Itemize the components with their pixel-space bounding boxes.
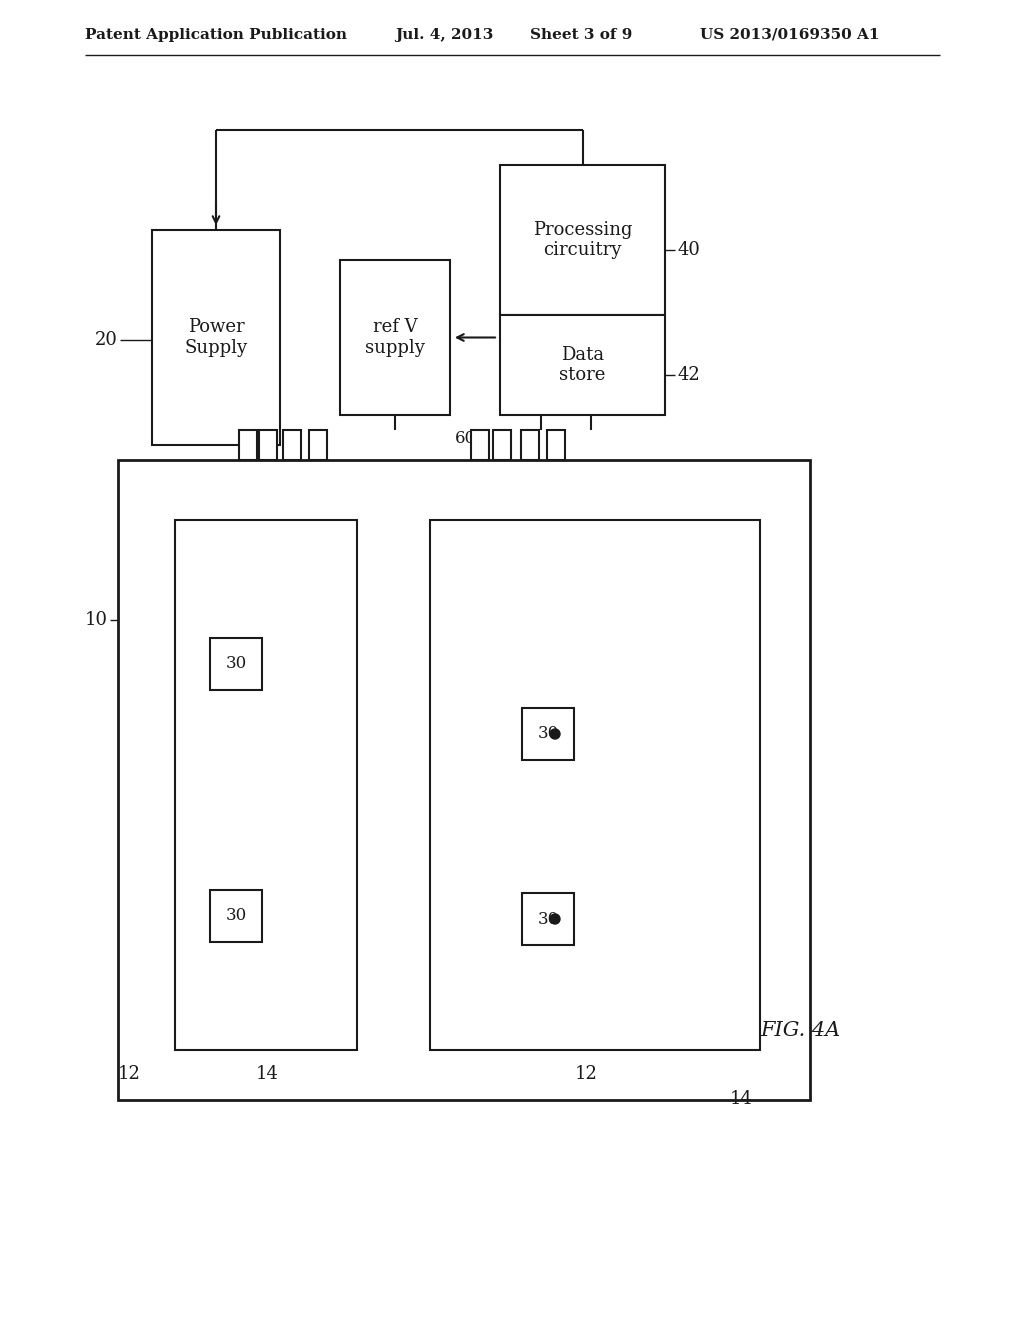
Bar bbox=[210, 638, 262, 690]
Text: 12: 12 bbox=[118, 1065, 141, 1082]
Bar bbox=[430, 520, 760, 1049]
Bar bbox=[118, 459, 810, 1100]
Text: Patent Application Publication: Patent Application Publication bbox=[85, 28, 347, 42]
Text: 14: 14 bbox=[256, 1065, 279, 1082]
Bar bbox=[500, 315, 665, 414]
Text: 14: 14 bbox=[730, 1090, 753, 1107]
Bar bbox=[521, 430, 539, 459]
Bar bbox=[522, 708, 574, 760]
Text: 30: 30 bbox=[225, 656, 247, 672]
Text: 12: 12 bbox=[575, 1065, 598, 1082]
Bar bbox=[500, 165, 665, 315]
Text: 10: 10 bbox=[85, 611, 108, 630]
Bar bbox=[471, 430, 489, 459]
Text: Sheet 3 of 9: Sheet 3 of 9 bbox=[530, 28, 633, 42]
Text: 60: 60 bbox=[455, 430, 476, 447]
Text: Jul. 4, 2013: Jul. 4, 2013 bbox=[395, 28, 494, 42]
Text: Data
store: Data store bbox=[559, 346, 605, 384]
Text: 40: 40 bbox=[678, 242, 700, 259]
Text: 42: 42 bbox=[678, 366, 700, 384]
Bar bbox=[309, 430, 327, 459]
Text: 20: 20 bbox=[95, 331, 118, 348]
Bar bbox=[283, 430, 301, 459]
Bar bbox=[210, 890, 262, 942]
Text: 30: 30 bbox=[538, 726, 559, 742]
Bar bbox=[547, 430, 565, 459]
Text: Power
Supply: Power Supply bbox=[184, 318, 248, 356]
Text: 30: 30 bbox=[225, 908, 247, 924]
Bar bbox=[522, 894, 574, 945]
Bar bbox=[493, 430, 511, 459]
Text: FIG. 4A: FIG. 4A bbox=[760, 1020, 841, 1040]
Text: 30: 30 bbox=[538, 911, 559, 928]
Bar bbox=[175, 520, 357, 1049]
Bar bbox=[152, 230, 280, 445]
Circle shape bbox=[550, 729, 560, 739]
Bar bbox=[239, 430, 257, 459]
Text: ref V
supply: ref V supply bbox=[366, 318, 425, 356]
Bar bbox=[340, 260, 450, 414]
Text: US 2013/0169350 A1: US 2013/0169350 A1 bbox=[700, 28, 880, 42]
Bar bbox=[259, 430, 278, 459]
Circle shape bbox=[550, 913, 560, 924]
Text: Processing
circuitry: Processing circuitry bbox=[532, 220, 632, 260]
